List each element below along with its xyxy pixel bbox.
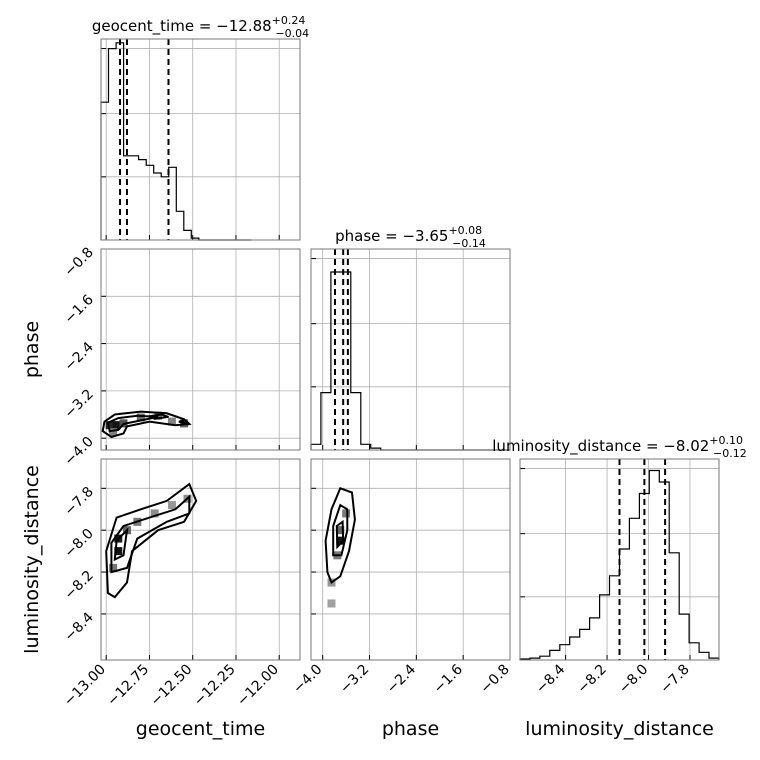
density-cell	[112, 421, 121, 430]
x-tick-label-geocent_time: −12.75	[104, 662, 152, 710]
x-tick-label-luminosity_distance: −8.0	[616, 662, 651, 697]
panel-content	[101, 410, 192, 439]
contour-level-2	[113, 527, 129, 562]
x-tick-label-geocent_time: −12.00	[234, 662, 282, 710]
x-tick-label-luminosity_distance: −8.2	[575, 662, 610, 697]
density-cell	[109, 563, 118, 572]
title-geocent_time: geocent_time = −12.88+0.24 −0.04	[92, 14, 309, 40]
y-tick-label-phase: −4.0	[61, 434, 96, 469]
y-axis-label-luminosity_distance: luminosity_distance	[21, 465, 43, 654]
y-axis-label-phase: phase	[21, 321, 43, 378]
hist-panel-phase: phase = −3.65+0.08 −0.14	[310, 224, 511, 451]
panel-content	[105, 482, 198, 599]
contour-level-2	[146, 413, 169, 420]
density-cell	[336, 536, 345, 545]
density-cell	[336, 526, 345, 535]
scatter-panel-geocent_time-luminosity_distance	[101, 459, 300, 660]
hist-panel-luminosity_distance: luminosity_distance = −8.02+0.10 −0.12	[492, 434, 747, 660]
x-tick-label-geocent_time: −12.50	[148, 662, 196, 710]
density-cell	[150, 509, 159, 518]
y-tick-label-luminosity_distance: −8.2	[61, 568, 96, 603]
x-tick-label-luminosity_distance: −8.4	[533, 661, 568, 696]
frame-geocent_time-phase	[100, 248, 301, 451]
panel-content	[324, 487, 356, 608]
x-tick-label-phase: −2.4	[384, 661, 419, 696]
y-tick-label-luminosity_distance: −8.0	[61, 526, 96, 561]
contour-level-1	[332, 503, 349, 557]
frame-luminosity_distance	[519, 458, 720, 661]
x-tick-label-geocent_time: −12.25	[191, 662, 239, 710]
frame-geocent_time-luminosity_distance	[100, 458, 301, 661]
density-cell	[342, 509, 351, 518]
x-tick-label-phase: −3.2	[337, 662, 372, 697]
x-tick-label-phase: −1.6	[431, 661, 466, 696]
title-luminosity_distance: luminosity_distance = −8.02+0.10 −0.12	[492, 434, 746, 460]
histogram-phase	[310, 271, 510, 451]
x-tick-label-geocent_time: −13.00	[61, 662, 109, 710]
contour-level-0	[324, 487, 356, 585]
x-axis-label-phase: phase	[382, 718, 439, 740]
y-tick-label-luminosity_distance: −7.8	[61, 484, 96, 519]
scatter-panel-phase-luminosity_distance	[311, 459, 511, 660]
x-tick-label-phase: −0.8	[477, 662, 512, 697]
scatter-panel-geocent_time-phase	[101, 248, 300, 450]
density-cell	[167, 501, 176, 510]
frame-phase	[310, 248, 511, 451]
density-cell	[136, 413, 145, 422]
contour-level-2	[335, 519, 345, 550]
x-axis-label-luminosity_distance: luminosity_distance	[525, 718, 714, 740]
frame-phase-luminosity_distance	[310, 458, 511, 661]
contour-level-1	[106, 414, 159, 433]
title-phase: phase = −3.65+0.08 −0.14	[335, 224, 486, 250]
y-tick-label-phase: −1.6	[61, 292, 96, 327]
y-tick-label-luminosity_distance: −8.4	[61, 609, 96, 644]
density-cell	[105, 421, 114, 430]
contour-level-3	[178, 419, 190, 426]
x-tick-label-luminosity_distance: −7.8	[657, 662, 692, 697]
contour-level-0	[101, 410, 192, 439]
contour-level-0	[105, 482, 198, 599]
density-cell	[167, 417, 176, 426]
x-axis-label-geocent_time: geocent_time	[136, 718, 265, 740]
contour-level-1	[110, 494, 191, 574]
y-tick-label-phase: −2.4	[61, 339, 96, 374]
hist-panel-geocent_time: geocent_time = −12.88+0.24 −0.04	[92, 14, 309, 241]
y-tick-label-phase: −3.2	[61, 386, 96, 421]
x-tick-label-phase: −4.0	[290, 662, 325, 697]
density-cell	[114, 547, 123, 556]
histogram-geocent_time	[100, 42, 252, 241]
y-tick-label-phase: −0.8	[61, 245, 96, 280]
frame-geocent_time	[100, 38, 301, 241]
density-cell	[109, 428, 118, 437]
density-cell	[327, 599, 336, 608]
